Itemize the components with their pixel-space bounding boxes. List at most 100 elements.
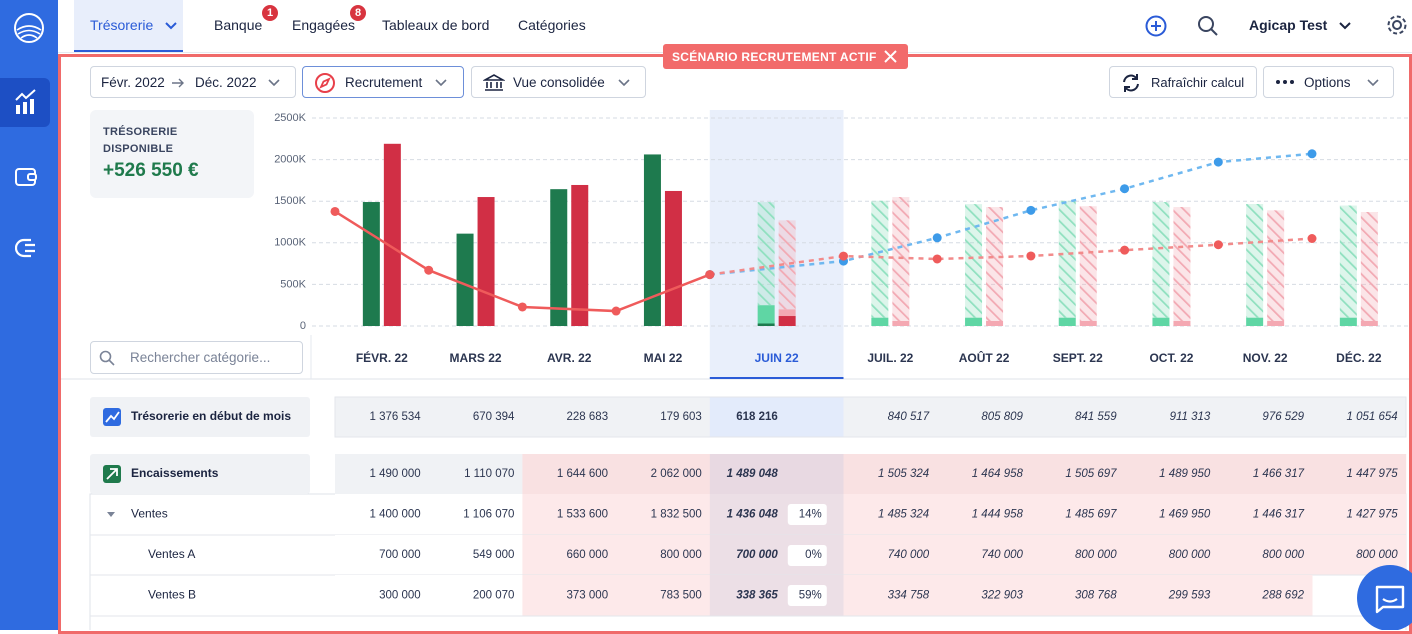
chat-bubble[interactable]: [1357, 565, 1412, 630]
chevron: [618, 79, 630, 87]
cell: [522, 454, 617, 494]
cell-value: 840 517: [888, 411, 930, 423]
tab[interactable]: Engagées: [292, 17, 356, 33]
tab[interactable]: Tableaux de bord: [382, 17, 490, 33]
bar: [664, 190, 682, 326]
bar: [1246, 317, 1264, 326]
label-cell: [90, 454, 310, 494]
tab[interactable]: Trésorerie: [90, 17, 154, 33]
line-point: [705, 270, 715, 280]
refresh-button[interactable]: Rafraîchir calcul: [1109, 66, 1257, 98]
cell: [335, 494, 430, 535]
balance-card: TRÉSORERIE DISPONIBLE +526 550 €: [90, 110, 254, 198]
account-name[interactable]: Agicap Test: [1249, 17, 1328, 33]
cell-value: 308 768: [1075, 590, 1117, 602]
cell-value: 200 070: [473, 590, 515, 602]
row-label: Trésorerie en début de mois: [131, 409, 291, 423]
bar: [362, 202, 380, 326]
cell: [428, 494, 523, 535]
cell-value: 1 106 070: [463, 509, 514, 521]
cell: [335, 397, 430, 437]
search-button[interactable]: [1196, 14, 1220, 38]
logo[interactable]: [13, 12, 45, 44]
bar: [778, 220, 796, 310]
bar: [1339, 205, 1357, 318]
month-label: SEPT. 22: [1053, 351, 1103, 365]
dots-icon: [1276, 80, 1294, 84]
options-button[interactable]: Options: [1263, 66, 1394, 98]
row-label: Ventes B: [148, 588, 196, 602]
cell-value: 1 505 324: [878, 468, 929, 480]
row-icon: [106, 468, 118, 480]
cell: [428, 535, 523, 575]
bar: [1058, 200, 1076, 318]
cell-value: 740 000: [888, 549, 930, 561]
cell: [335, 454, 430, 494]
close-banner[interactable]: [883, 49, 898, 64]
cell-value: 1 436 048: [727, 509, 779, 521]
y-tick-label: 1000K: [274, 237, 306, 249]
line-point: [1307, 234, 1317, 244]
cell: [1124, 575, 1219, 616]
month-label: MARS 22: [450, 351, 502, 365]
cell: [1218, 535, 1313, 575]
add-button[interactable]: [1144, 14, 1168, 38]
cell: [1218, 454, 1313, 494]
line-point: [330, 206, 340, 216]
banner-text: SCÉNARIO RECRUTEMENT ACTIF: [672, 50, 877, 64]
cell-value: 1 444 958: [972, 509, 1024, 521]
scenario-select[interactable]: Recrutement: [302, 66, 464, 98]
date-range[interactable]: Févr. 2022 Déc. 2022: [90, 66, 296, 98]
chevron: [1339, 22, 1351, 30]
balance-value: +526 550 €: [103, 160, 199, 181]
line-point: [1307, 149, 1317, 159]
cell: [428, 397, 523, 437]
icon-connect[interactable]: [15, 236, 41, 260]
row-label: Encaissements: [131, 466, 219, 480]
tab-active[interactable]: [74, 0, 183, 52]
bar: [757, 323, 775, 326]
search-icon: [99, 350, 115, 366]
month-label: JUIL. 22: [867, 351, 913, 365]
cell: [1218, 494, 1313, 535]
tab[interactable]: Banque: [214, 17, 263, 33]
cell-value: 299 593: [1168, 590, 1211, 602]
line-point: [1120, 245, 1130, 255]
cell-value: 1 400 000: [370, 509, 421, 521]
y-tick-label: 0: [300, 320, 306, 332]
cell-value: 1 051 654: [1347, 411, 1398, 423]
bar: [477, 197, 495, 326]
cell: [843, 535, 938, 575]
cell-value: 1 533 600: [557, 509, 608, 521]
cell: [335, 535, 430, 575]
settings-button[interactable]: [1385, 13, 1409, 37]
bar: [1173, 321, 1191, 326]
search-box[interactable]: Rechercher catégorie...: [90, 341, 303, 374]
search-placeholder: Rechercher catégorie...: [130, 350, 271, 365]
icon-treasury[interactable]: [13, 88, 39, 116]
bar: [1246, 204, 1264, 318]
cell: [937, 454, 1032, 494]
bar: [1267, 321, 1285, 326]
percent-box: [787, 545, 827, 566]
row-label: Ventes: [131, 507, 168, 521]
cell-value: 1 446 317: [1253, 509, 1305, 521]
chevron: [165, 22, 177, 30]
cell: [843, 454, 938, 494]
cell: [709, 454, 844, 494]
line-point: [1213, 240, 1223, 250]
line-point: [839, 251, 848, 261]
month-label: MAI 22: [644, 351, 683, 365]
view-select[interactable]: Vue consolidée: [471, 66, 646, 98]
tab[interactable]: Catégories: [518, 17, 586, 33]
cell-value: 783 500: [660, 590, 702, 602]
row-label: Ventes A: [148, 547, 195, 561]
icon-wallet[interactable]: [14, 164, 40, 188]
bar: [1079, 206, 1097, 322]
y-tick-label: 2500K: [274, 112, 306, 124]
bar: [1267, 210, 1285, 322]
cell: [1218, 575, 1313, 616]
bar: [757, 202, 775, 306]
cell-value: 740 000: [981, 549, 1023, 561]
